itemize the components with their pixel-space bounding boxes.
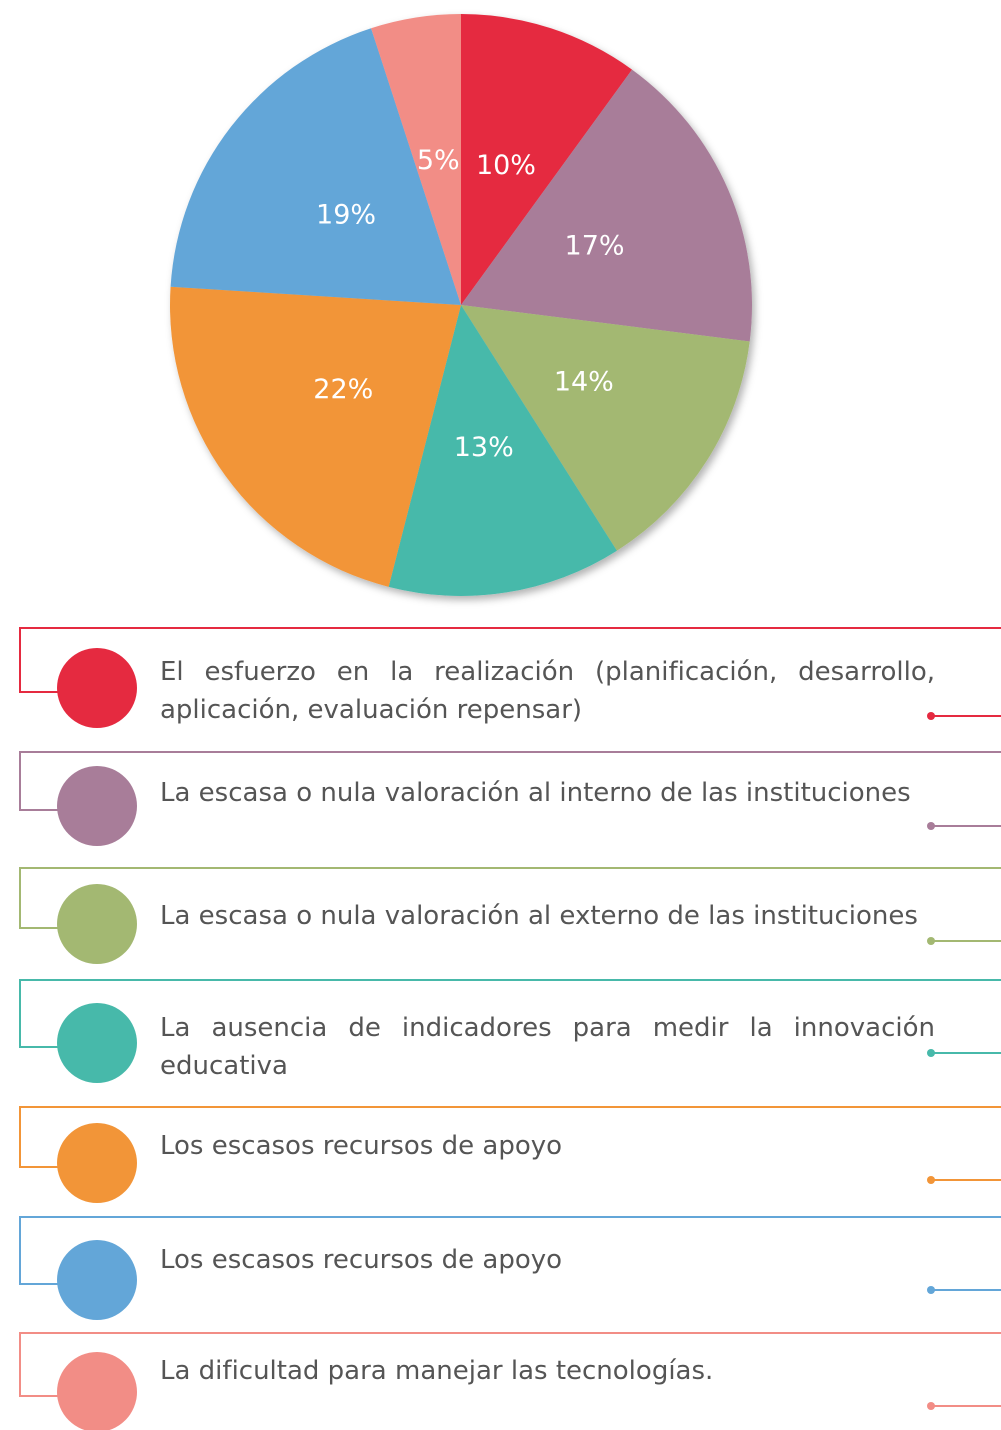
legend — [19, 627, 1001, 1430]
slice-label: 22% — [313, 374, 373, 405]
legend-label: La escasa o nula valoración al interno d… — [160, 778, 911, 808]
pie-slice — [461, 69, 753, 342]
legend-dot — [927, 1176, 935, 1184]
legend-bracket — [19, 627, 1001, 693]
pie-slice — [170, 28, 461, 305]
legend-swatch — [57, 884, 137, 964]
legend-label: La dificultad para manejar las tecnologí… — [160, 1356, 714, 1386]
legend-label: Los escasos recursos de apoyo — [160, 1131, 563, 1161]
pie — [169, 14, 753, 596]
legend-label: Los escasos recursos de apoyo — [160, 1245, 563, 1275]
pie-slice — [371, 14, 461, 305]
slice-label: 19% — [316, 199, 376, 230]
slice-label: 14% — [554, 366, 614, 397]
slice-label: 13% — [454, 432, 514, 463]
pie-slice — [388, 305, 617, 596]
legend-swatch — [57, 1003, 137, 1083]
legend-swatch — [57, 1123, 137, 1203]
slice-label: 17% — [565, 231, 625, 262]
legend-label: La ausencia de indicadores para medir la… — [160, 1013, 935, 1081]
legend-dot — [927, 822, 935, 830]
legend-label: El esfuerzo en la realización (planifica… — [160, 657, 935, 725]
pie-slice — [169, 286, 461, 587]
legend-bracket — [19, 979, 1001, 1048]
legend-swatch — [57, 766, 137, 846]
pie-slice — [461, 14, 633, 305]
legend-dot — [927, 1286, 935, 1294]
legend-dot — [927, 712, 935, 720]
legend-swatch — [57, 648, 137, 728]
legend-dot — [927, 1402, 935, 1410]
legend-label: La escasa o nula valoración al externo d… — [160, 901, 918, 931]
slice-label: 5% — [417, 145, 460, 176]
slice-label: 10% — [476, 150, 536, 181]
legend-bracket — [19, 1332, 1001, 1397]
legend-bracket — [19, 1106, 1001, 1168]
legend-bracket — [19, 751, 1001, 811]
pie-slice — [461, 305, 750, 551]
legend-swatch — [57, 1240, 137, 1320]
legend-bracket — [19, 867, 1001, 929]
legend-bracket — [19, 1216, 1001, 1285]
legend-swatch — [57, 1352, 137, 1430]
legend-dot — [927, 1049, 935, 1057]
pie-labels: 10% 17% 14% 13% 22% 19% 5% — [313, 145, 624, 463]
legend-dot — [927, 937, 935, 945]
